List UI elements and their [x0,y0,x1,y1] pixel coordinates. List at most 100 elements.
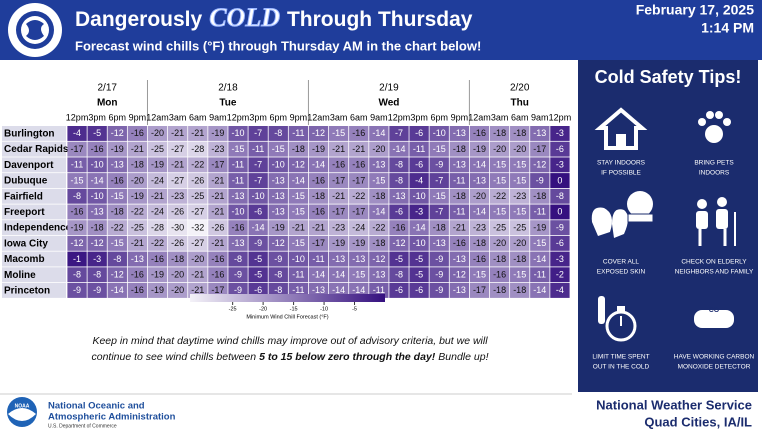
time: 1:14 PM [701,20,754,36]
cell [510,220,530,236]
cell [107,173,127,188]
cell [469,235,490,251]
cell [67,267,87,283]
location-cell [2,141,66,157]
cell [127,141,148,157]
cell-value: -14 [413,222,426,232]
cell [389,188,409,204]
cell [369,188,389,204]
day-date: 2/18 [218,83,238,94]
time-label: 9am [370,112,388,122]
cell [127,204,148,220]
cell-value: -9 [556,222,564,232]
cell-value: -5 [93,128,101,138]
cell [147,220,168,236]
cell [328,157,349,173]
cell-value: -14 [312,160,325,170]
location: Burlington [4,128,55,139]
cell-value: -13 [91,207,104,217]
cell-value: -20 [493,144,506,154]
cell-value: -3 [415,207,423,217]
cell [449,283,469,298]
cell [268,126,288,141]
cell [87,141,107,157]
cell-value: -16 [473,128,486,138]
cell-value: -8 [556,191,564,201]
cell-value: -12 [272,238,285,248]
cell [308,204,329,220]
cell-value: -15 [493,207,506,217]
cell-value: -23 [513,191,526,201]
time-label: 9am [531,112,549,122]
cell [268,251,288,267]
cell [510,204,530,220]
cell [409,157,429,173]
location-cell [2,220,66,236]
cell-value: -18 [91,222,104,232]
cell [168,173,188,188]
cell-value: -15 [372,175,385,185]
cell-value: -15 [533,238,546,248]
cell-value: -7 [395,128,403,138]
tip-label: COVER ALL [603,259,640,266]
cell-value: -18 [533,191,546,201]
cell [389,251,409,267]
cell-value: -22 [151,238,164,248]
cell-value: -20 [131,175,144,185]
cell-value: -3 [556,160,564,170]
cell-value: -19 [272,222,285,232]
time-label: 3pm [410,112,428,122]
cell-value: -13 [312,285,325,295]
cell-value: -16 [211,254,224,264]
cell-value: -15 [352,270,365,280]
cell [107,283,127,298]
cell-value: -18 [513,285,526,295]
time-label: 3pm [88,112,106,122]
cell [489,283,510,298]
cell [147,141,168,157]
cell [409,267,429,283]
cell-value: -13 [232,238,245,248]
cell [409,204,429,220]
cell [208,141,228,157]
cell [208,126,228,141]
cell [489,188,510,204]
time-label: 9pm [290,112,308,122]
cell [208,251,228,267]
cell [147,283,168,298]
cell-value: -13 [332,254,345,264]
colorbar-tick-label: -10 [320,306,328,312]
cell-value: -21 [211,207,224,217]
cell-value: -15 [513,160,526,170]
cell [469,283,490,298]
tip-icons [591,107,736,342]
cell [449,220,469,236]
cell [308,141,329,157]
cell [67,251,87,267]
cell-value: -20 [513,144,526,154]
cell-value: -10 [91,191,104,201]
cell-value: -16 [232,222,245,232]
cell-value: -9 [73,285,81,295]
cell-value: -18 [453,144,466,154]
cell-value: -18 [513,254,526,264]
tip-labels: STAY INDOORS IF POSSIBLE BRING PETS INDOORS… [592,160,754,371]
cell-value: -16 [211,270,224,280]
cell-value: -6 [556,238,564,248]
cell-value: -18 [493,128,506,138]
cell [469,188,490,204]
cell [228,204,248,220]
cell [127,220,148,236]
cell-value: -3 [93,254,101,264]
cell-value: -21 [312,222,325,232]
cell [67,173,87,188]
cell [328,173,349,188]
cell-value: -22 [372,222,385,232]
cell-value: -13 [272,207,285,217]
title-emphasis: COLD [209,3,280,32]
cell [550,267,570,283]
cell [127,267,148,283]
cell [349,157,369,173]
cell-value: -21 [211,238,224,248]
cell [188,204,208,220]
